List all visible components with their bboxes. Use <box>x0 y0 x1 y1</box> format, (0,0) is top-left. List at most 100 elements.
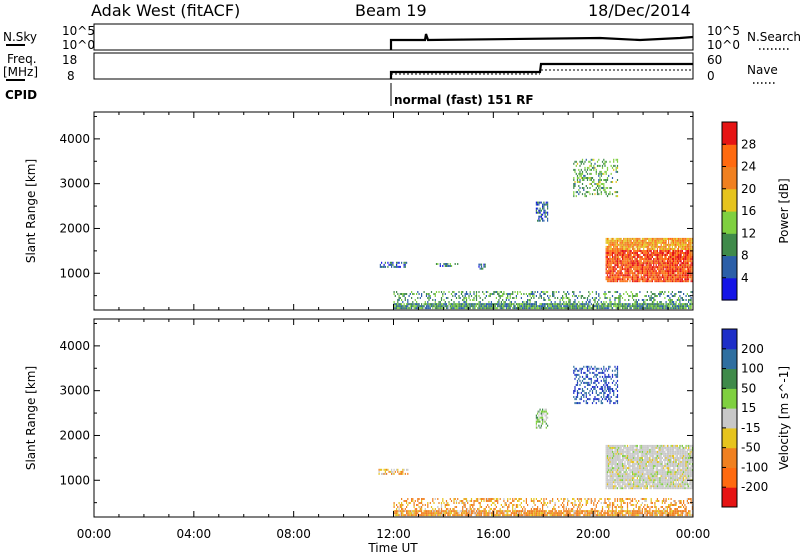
scatter-cell <box>565 303 567 306</box>
scatter-cell <box>601 303 604 306</box>
scatter-cell <box>634 459 636 461</box>
scatter-cell <box>397 470 399 473</box>
scatter-cell <box>619 459 621 461</box>
scatter-cell <box>654 280 656 283</box>
scatter-cell <box>438 305 440 308</box>
scatter-cell <box>629 280 631 283</box>
scatter-cell <box>433 293 435 295</box>
scatter-cell <box>565 506 567 508</box>
scatter-cell <box>585 502 587 504</box>
scatter-cell <box>554 504 556 506</box>
scatter-cell <box>624 450 626 453</box>
scatter-cell <box>681 278 683 281</box>
scatter-cell <box>626 243 629 246</box>
scatter-cell <box>676 264 678 267</box>
scatter-cell <box>635 264 637 267</box>
scatter-cell <box>668 258 670 260</box>
scatter-cell <box>683 258 685 260</box>
scatter-cell <box>453 512 455 515</box>
scatter-cell <box>406 261 408 264</box>
scatter-cell <box>629 260 631 263</box>
scatter-cell <box>576 191 579 194</box>
scatter-cell <box>518 510 520 513</box>
scatter-cell <box>468 512 470 515</box>
scatter-cell <box>608 506 610 508</box>
scatter-cell <box>614 297 616 299</box>
scatter-cell <box>475 295 478 297</box>
scatter-cell <box>619 295 621 297</box>
scatter-cell <box>624 461 626 463</box>
scatter-cell <box>465 293 468 295</box>
scatter-cell <box>615 469 617 472</box>
scatter-cell <box>664 512 666 515</box>
scatter-cell <box>691 276 693 279</box>
scatter-cell <box>619 243 621 246</box>
scatter-cell <box>603 162 605 165</box>
scatter-cell <box>616 469 619 472</box>
scatter-cell <box>547 211 549 214</box>
scatter-cell <box>623 459 625 461</box>
scatter-cell <box>412 303 414 306</box>
scatter-cell <box>401 293 403 295</box>
scatter-cell <box>623 276 625 279</box>
scatter-cell <box>538 500 540 502</box>
scatter-cell <box>655 510 657 513</box>
scatter-cell <box>656 498 658 500</box>
scatter-cell <box>581 187 584 189</box>
scatter-cell <box>522 514 524 517</box>
scatter-cell <box>676 243 678 246</box>
scatter-cell <box>589 172 591 175</box>
scatter-cell <box>540 217 542 220</box>
scatter-cell <box>646 274 648 277</box>
scatter-cell <box>565 514 567 517</box>
scatter-cell <box>634 444 636 447</box>
scatter-cell <box>690 258 692 260</box>
scatter-cell <box>625 266 627 269</box>
scatter-cell <box>675 502 677 504</box>
scatter-cell <box>648 254 650 256</box>
scatter-cell <box>649 270 651 273</box>
scatter-cell <box>654 258 656 260</box>
scatter-cell <box>635 452 637 455</box>
scatter-cell <box>464 514 466 517</box>
scatter-cell <box>452 508 454 510</box>
scatter-cell <box>613 272 615 275</box>
scatter-cell <box>600 193 602 196</box>
scatter-cell <box>683 293 685 295</box>
scatter-cell <box>447 265 449 267</box>
scatter-cell <box>676 248 678 250</box>
scatter-cell <box>690 252 692 254</box>
scatter-cell <box>636 514 638 517</box>
scatter-cell <box>610 260 612 263</box>
scatter-cell <box>459 307 461 310</box>
scatter-cell <box>670 508 672 510</box>
scatter-cell <box>493 498 495 500</box>
scatter-cell <box>623 477 625 480</box>
colorbar-swatch <box>722 233 737 257</box>
scatter-cell <box>610 485 612 488</box>
scatter-cell <box>605 502 607 504</box>
scatter-cell <box>429 502 431 504</box>
scatter-cell <box>676 241 678 244</box>
scatter-cell <box>678 272 680 275</box>
scatter-cell <box>596 189 599 191</box>
scatter-cell <box>665 245 667 248</box>
scatter-cell <box>611 479 614 482</box>
scatter-cell <box>567 291 569 293</box>
scatter-cell <box>500 295 502 297</box>
scatter-cell <box>537 418 539 421</box>
scatter-cell <box>641 508 643 510</box>
scatter-cell <box>646 272 648 275</box>
scatter-cell <box>661 506 663 508</box>
scatter-cell <box>660 276 662 279</box>
scatter-cell <box>560 498 562 500</box>
scatter-cell <box>444 512 446 515</box>
scatter-cell <box>535 424 537 427</box>
scatter-cell <box>650 299 652 301</box>
scatter-cell <box>621 245 624 248</box>
scatter-cell <box>613 446 615 449</box>
scatter-cell <box>635 475 637 478</box>
scatter-cell <box>645 500 647 502</box>
scatter-cell <box>609 270 611 273</box>
scatter-cell <box>593 303 595 306</box>
